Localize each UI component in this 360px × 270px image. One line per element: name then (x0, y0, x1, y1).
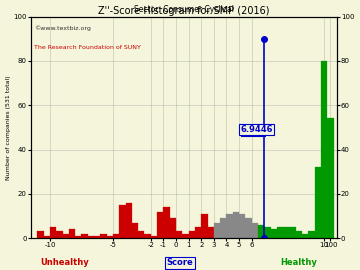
Bar (252, 222, 258, 238)
Bar (144, 234, 151, 238)
Bar (107, 236, 113, 238)
Bar (327, 119, 334, 238)
Bar (239, 214, 246, 238)
Bar (44, 236, 50, 238)
Bar (321, 61, 327, 238)
Bar (50, 227, 56, 238)
Bar (258, 225, 264, 238)
Bar (151, 236, 157, 238)
Bar (220, 218, 226, 238)
Bar (207, 227, 214, 238)
Bar (81, 234, 88, 238)
Bar (289, 227, 296, 238)
Bar (94, 236, 100, 238)
Bar (170, 218, 176, 238)
Bar (100, 234, 107, 238)
Bar (195, 227, 201, 238)
Bar (63, 234, 69, 238)
Bar (201, 214, 207, 238)
Text: 6.9446: 6.9446 (240, 125, 273, 134)
Bar (163, 207, 170, 238)
Bar (182, 234, 189, 238)
Bar (264, 227, 271, 238)
Text: Sector: Consumer Cyclical: Sector: Consumer Cyclical (134, 5, 234, 14)
Bar (126, 203, 132, 238)
Bar (246, 218, 252, 238)
Bar (37, 231, 44, 238)
Y-axis label: Number of companies (531 total): Number of companies (531 total) (5, 75, 10, 180)
Text: Healthy: Healthy (280, 258, 317, 267)
Bar (113, 234, 119, 238)
Bar (309, 231, 315, 238)
Bar (214, 222, 220, 238)
Bar (271, 229, 277, 238)
Text: The Research Foundation of SUNY: The Research Foundation of SUNY (34, 45, 141, 50)
Bar (277, 227, 283, 238)
Bar (315, 167, 321, 238)
Bar (233, 211, 239, 238)
Title: Z''-Score Histogram for SMP (2016): Z''-Score Histogram for SMP (2016) (98, 6, 270, 16)
Bar (119, 205, 126, 238)
Bar (132, 222, 138, 238)
Bar (176, 231, 182, 238)
Bar (226, 214, 233, 238)
Bar (75, 236, 81, 238)
Text: ©www.textbiz.org: ©www.textbiz.org (34, 25, 91, 31)
Bar (189, 231, 195, 238)
Bar (296, 231, 302, 238)
Bar (69, 229, 75, 238)
Bar (88, 236, 94, 238)
Bar (283, 227, 289, 238)
Bar (56, 231, 63, 238)
Text: Unhealthy: Unhealthy (40, 258, 89, 267)
Bar (138, 231, 144, 238)
Bar (302, 234, 309, 238)
Text: Score: Score (167, 258, 193, 267)
Bar (157, 211, 163, 238)
